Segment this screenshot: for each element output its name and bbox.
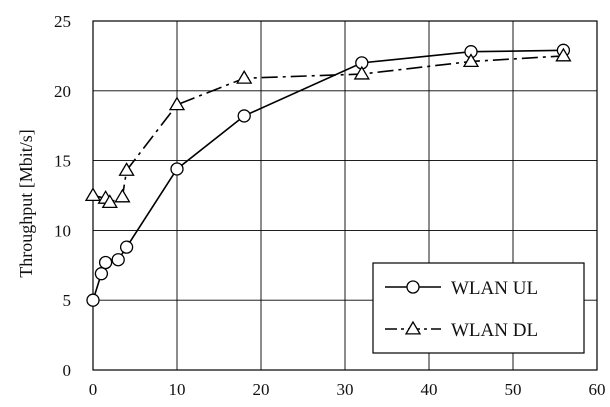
data-point — [119, 240, 134, 254]
data-point — [236, 69, 253, 84]
x-tick-label: 50 — [505, 380, 522, 399]
y-axis-label: Throughput [Mbit/s] — [16, 129, 36, 278]
data-point — [170, 162, 184, 176]
series-2 — [84, 47, 572, 209]
data-point — [462, 53, 480, 68]
y-tick-label: 25 — [54, 12, 71, 31]
data-point — [555, 47, 572, 62]
data-point — [84, 187, 102, 202]
y-tick-labels: 0 5 10 15 20 25 — [54, 12, 71, 380]
data-point — [168, 96, 186, 111]
series-layer — [84, 43, 572, 307]
data-point — [114, 188, 131, 203]
data-point — [101, 194, 118, 209]
x-tick-label: 60 — [589, 380, 606, 399]
series-1 — [86, 43, 571, 307]
data-point — [98, 255, 113, 270]
legend-marker — [404, 320, 422, 335]
x-tick-label: 10 — [169, 380, 186, 399]
x-tick-label: 0 — [89, 380, 98, 399]
y-tick-label: 5 — [63, 291, 72, 310]
x-tick-labels: 0 10 20 30 40 50 60 — [89, 380, 606, 399]
legend-label: WLAN DL — [451, 320, 538, 341]
x-tick-label: 30 — [337, 380, 354, 399]
y-tick-label: 15 — [54, 152, 71, 171]
data-point — [94, 267, 109, 281]
y-tick-label: 10 — [54, 221, 71, 240]
y-tick-label: 0 — [63, 361, 72, 380]
legend: WLAN UL WLAN DL — [372, 262, 585, 354]
legend-marker — [406, 280, 420, 294]
data-point — [118, 162, 135, 176]
data-point — [86, 293, 100, 307]
x-tick-label: 40 — [421, 380, 438, 399]
data-point — [111, 253, 125, 267]
legend-box — [372, 262, 585, 354]
legend-label: WLAN UL — [451, 278, 538, 299]
data-point — [237, 109, 251, 123]
y-tick-label: 20 — [54, 82, 71, 101]
x-tick-label: 20 — [253, 380, 270, 399]
data-point — [353, 65, 370, 80]
